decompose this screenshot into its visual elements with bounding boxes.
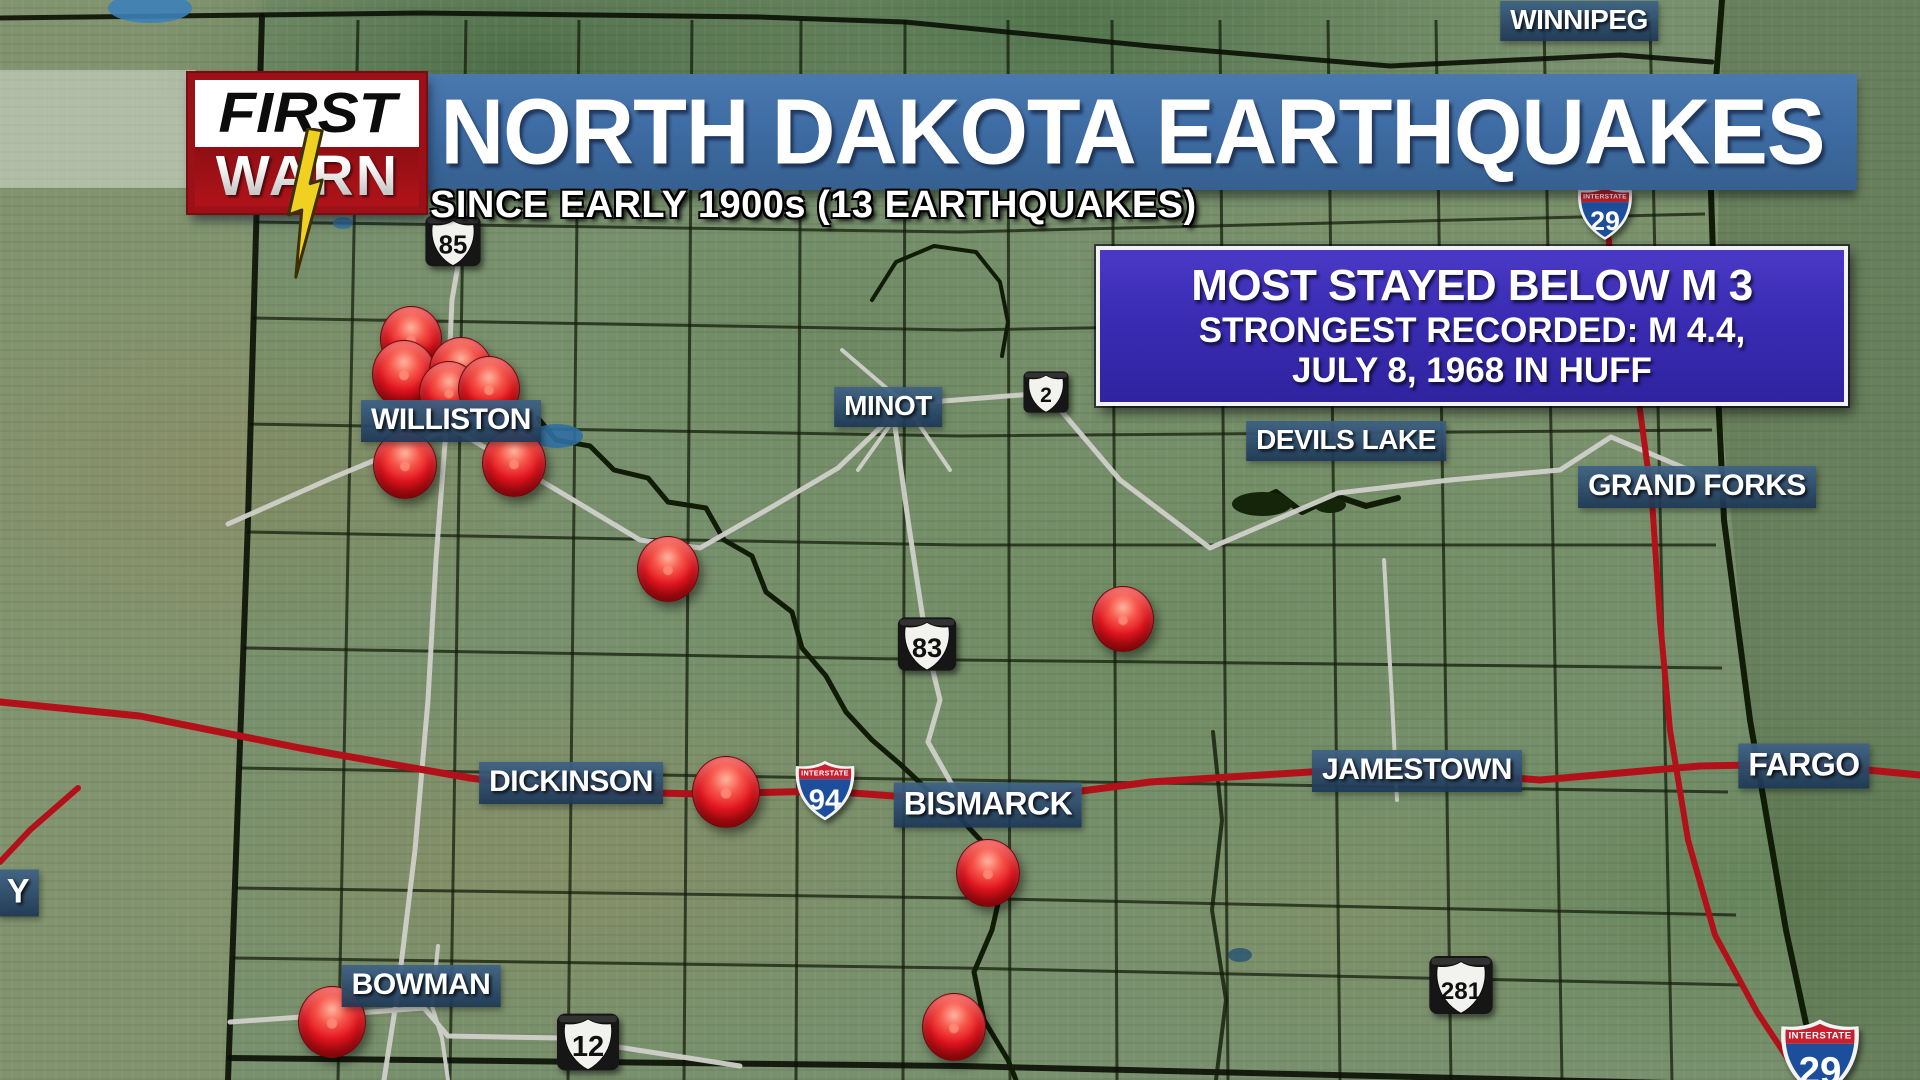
city-label-devils-lake: DEVILS LAKE (1246, 421, 1446, 461)
svg-text:INTERSTATE: INTERSTATE (1583, 194, 1627, 201)
us-route-83-shield: 83 (896, 615, 958, 673)
city-label-winnipeg: WINNIPEG (1500, 1, 1658, 41)
city-label-williston: WILLISTON (361, 400, 541, 442)
svg-text:281: 281 (1441, 978, 1481, 1005)
earthquake-marker-10 (692, 756, 760, 828)
callout-line-3: JULY 8, 1968 IN HUFF (1292, 351, 1652, 390)
callout-line-2: STRONGEST RECORDED: M 4.4, (1198, 311, 1746, 350)
svg-text:INTERSTATE: INTERSTATE (801, 768, 849, 777)
svg-text:INTERSTATE: INTERSTATE (1788, 1031, 1851, 1042)
us-route-281-shield: 281 (1419, 954, 1503, 1016)
city-label-bowman: BOWMAN (341, 965, 501, 1007)
city-label-partial-west: Y (0, 869, 40, 917)
earthquake-marker-12 (922, 993, 986, 1061)
page-title: NORTH DAKOTA EARTHQUAKES (440, 79, 1826, 184)
us-route-85-shield: 85 (423, 214, 483, 268)
us-route-12-shield: 12 (555, 1012, 621, 1073)
city-label-bismarck: BISMARCK (893, 782, 1083, 828)
title-banner: NORTH DAKOTA EARTHQUAKES (408, 74, 1857, 190)
city-label-dickinson: DICKINSON (479, 762, 663, 804)
svg-text:2: 2 (1040, 384, 1052, 407)
header-left-strip (0, 70, 196, 188)
lightning-bolt-icon (287, 128, 324, 279)
callout-box: MOST STAYED BELOW M 3 STRONGEST RECORDED… (1094, 244, 1850, 408)
interstate-29-shield: INTERSTATE 29 (1775, 1017, 1865, 1080)
earthquake-marker-9 (1092, 586, 1154, 652)
earthquake-marker-8 (637, 536, 699, 602)
svg-text:85: 85 (439, 231, 468, 259)
interstate-29-shield: INTERSTATE 29 (1574, 184, 1636, 241)
city-label-grand-forks: GRAND FORKS (1578, 466, 1816, 508)
first-warn-logo: FIRST WARN (186, 71, 428, 279)
city-label-fargo: FARGO (1738, 743, 1870, 789)
svg-text:83: 83 (912, 632, 942, 663)
callout-line-1: MOST STAYED BELOW M 3 (1191, 261, 1753, 310)
subtitle: SINCE EARLY 1900s (13 EARTHQUAKES) (430, 184, 1197, 226)
earthquake-marker-11 (956, 839, 1020, 907)
city-label-jamestown: JAMESTOWN (1312, 750, 1522, 792)
us-route-2-shield: 2 (1022, 370, 1070, 415)
svg-text:12: 12 (572, 1031, 604, 1063)
svg-text:29: 29 (1799, 1050, 1842, 1080)
city-label-minot: MINOT (834, 387, 942, 427)
interstate-94-shield: INTERSTATE 94 (793, 759, 857, 821)
